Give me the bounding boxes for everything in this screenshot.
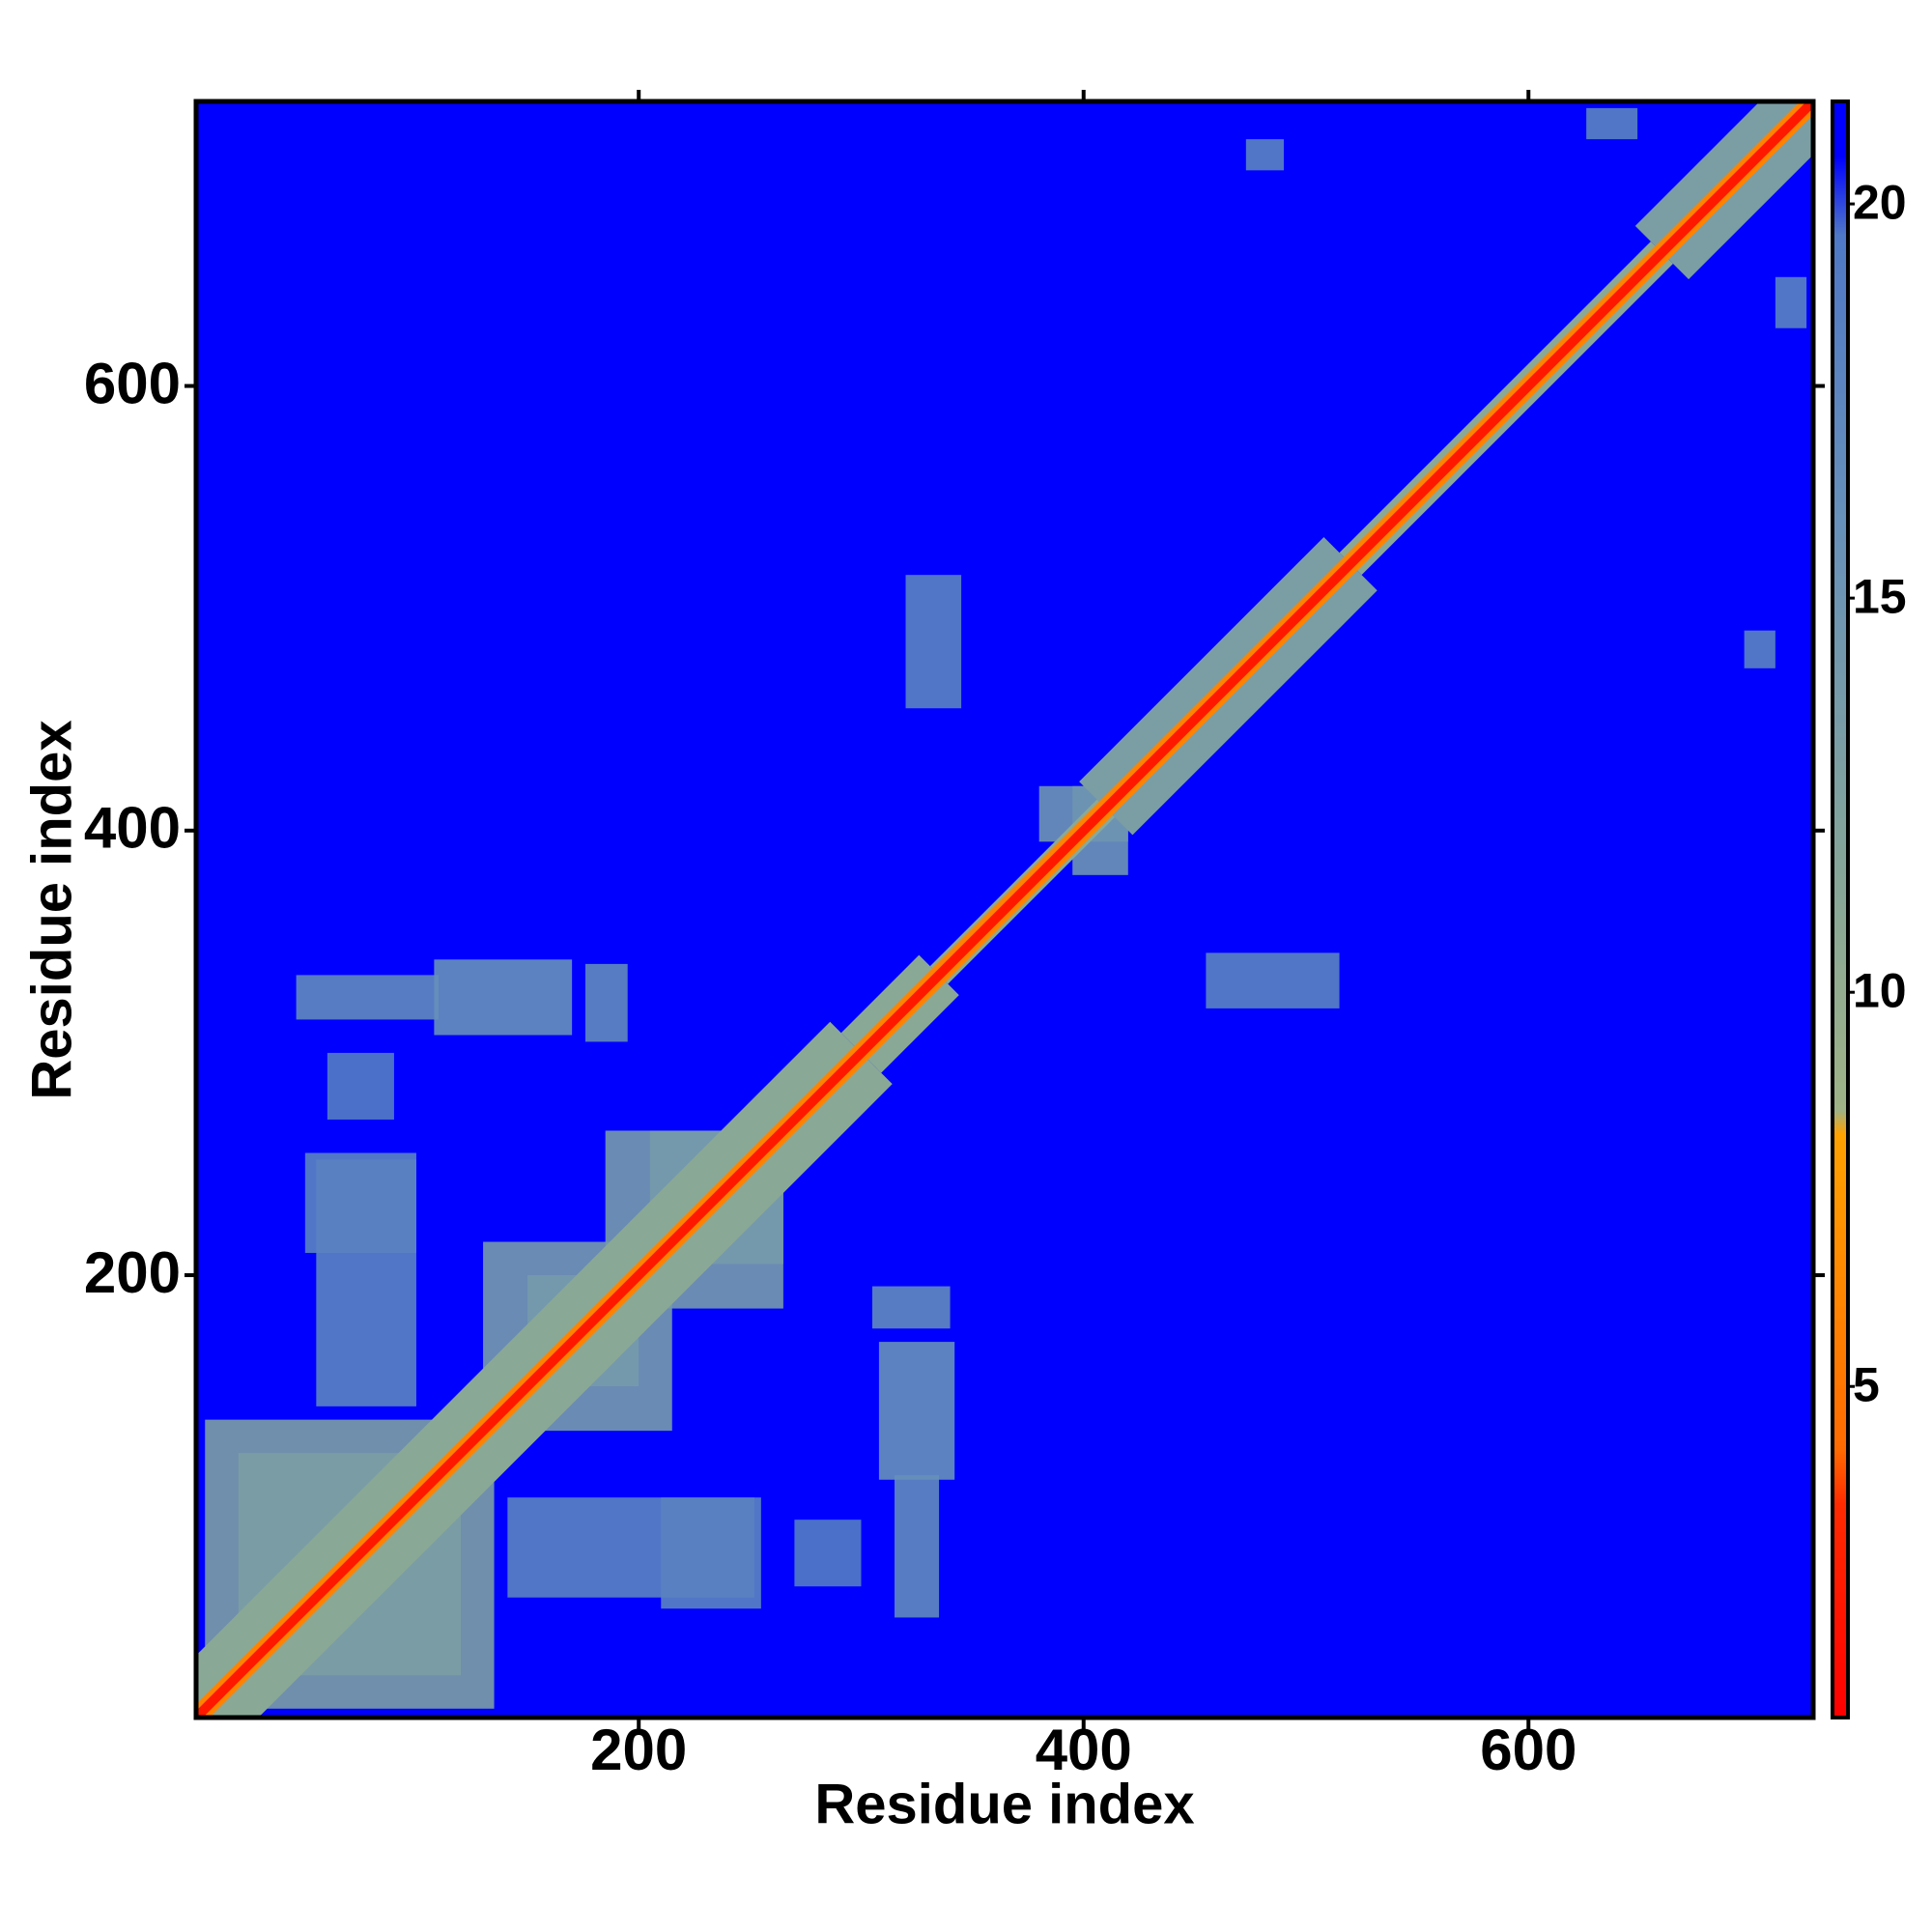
colorbar-tick-label: 20 [1853,175,1907,229]
x-tick-label: 200 [590,1718,687,1782]
y-tick-label: 600 [84,351,181,415]
patch-mirror [878,1342,955,1480]
colorbar [1831,99,1850,1719]
patch [584,963,628,1042]
patch-mirror [1586,107,1638,140]
patch-mirror [1206,952,1340,1009]
patch [434,959,573,1036]
patch-mirror [871,1286,951,1329]
patch [1775,276,1807,328]
patch-mirror [794,1520,862,1587]
patch [507,1497,754,1598]
colorbar-tick-label: 10 [1853,963,1907,1017]
plot-frame [193,99,1816,1720]
patch-mirror [1245,139,1284,171]
y-tick-label: 400 [84,796,181,861]
patch [296,975,439,1020]
patch [905,575,962,709]
y-tick-label: 200 [84,1240,181,1305]
patch [327,1052,394,1120]
patch-mirror [895,1475,940,1618]
colorbar-tick-label: 15 [1853,569,1907,623]
patch [1744,630,1776,668]
y-axis-label: Residue index [20,720,83,1099]
x-tick-label: 400 [1036,1718,1132,1782]
patch-mirror [316,1159,416,1406]
diagonal-band [196,101,1813,1718]
colorbar-tick-label: 5 [1853,1357,1880,1411]
heatmap [196,101,1813,1718]
x-axis-label: Residue index [814,1773,1194,1835]
x-tick-label: 600 [1480,1718,1577,1782]
